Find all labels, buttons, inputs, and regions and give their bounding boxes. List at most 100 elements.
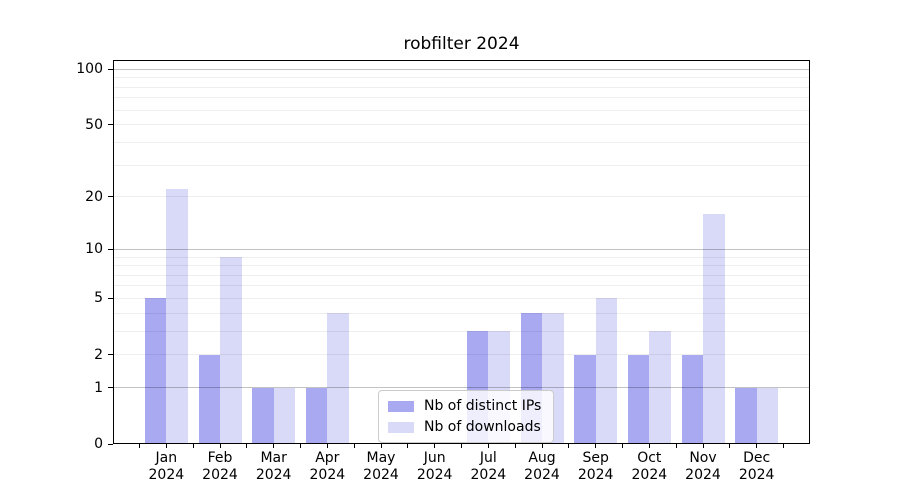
x-tick: [273, 444, 275, 448]
x-tick-label-jul: Jul 2024: [454, 450, 522, 484]
x-tick: [702, 444, 704, 448]
gridline-minor: [113, 196, 810, 198]
x-tick-label-feb: Feb 2024: [186, 450, 254, 484]
x-tick-month: Feb: [207, 450, 233, 466]
bar-downloads-dec: [756, 387, 779, 444]
x-tick-month: Nov: [689, 450, 717, 466]
x-tick-label-mar: Mar 2024: [240, 450, 308, 484]
x-tick-month: May: [366, 450, 396, 466]
x-tick-label-dec: Dec 2024: [723, 450, 791, 484]
x-tick-label-jan: Jan 2024: [132, 450, 200, 484]
x-tick-month: Mar: [260, 450, 287, 466]
x-tick-label-jun: Jun 2024: [401, 450, 469, 484]
x-tick-year: 2024: [524, 467, 560, 483]
x-tick-year: 2024: [738, 467, 775, 483]
bar-ips-nov: [681, 354, 703, 444]
legend-swatch-distinct-ips: [388, 400, 414, 412]
bar-downloads-oct: [649, 331, 671, 444]
x-tick-label-nov: Nov 2024: [669, 450, 737, 484]
bar-downloads-sep: [595, 298, 618, 444]
legend-label-downloads: Nb of downloads: [424, 419, 541, 435]
x-tick: [487, 444, 489, 448]
gridline-minor: [113, 354, 810, 356]
y-tick: [108, 443, 113, 445]
x-tick: [434, 444, 436, 448]
y-tick-label: 2: [94, 346, 103, 363]
gridline-minor: [113, 86, 810, 88]
x-tick-minor: [783, 444, 784, 448]
x-tick-month: Dec: [743, 450, 771, 466]
x-tick: [219, 444, 221, 448]
gridline-minor: [113, 164, 810, 166]
x-tick-minor: [568, 444, 570, 448]
gridline-minor: [113, 274, 810, 276]
x-tick: [595, 444, 597, 448]
x-tick-minor: [139, 444, 140, 448]
x-tick-minor: [675, 444, 677, 448]
x-tick: [326, 444, 328, 448]
y-tick-label: 20: [85, 188, 103, 205]
x-tick-month: Oct: [637, 450, 662, 466]
x-tick-minor: [407, 444, 409, 448]
x-tick-minor: [300, 444, 301, 448]
gridline-minor: [113, 285, 810, 287]
x-tick-month: Sep: [582, 450, 609, 466]
bar-ips-apr: [305, 387, 328, 444]
y-tick-label: 1: [94, 379, 103, 396]
bar-ips-oct: [627, 354, 650, 444]
y-tick-label: 100: [76, 61, 103, 78]
x-tick-month: Apr: [315, 450, 340, 466]
x-tick-month: Jan: [155, 450, 178, 466]
y-tick: [108, 248, 113, 250]
x-tick-label-aug: Aug 2024: [508, 450, 576, 484]
y-tick: [108, 68, 113, 70]
legend-entry-distinct-ips: Nb of distinct IPs: [388, 398, 541, 414]
y-tick: [108, 297, 113, 299]
bar-downloads-jan: [166, 189, 188, 444]
bar-ips-feb: [198, 354, 220, 444]
bar-downloads-mar: [273, 387, 296, 444]
gridline-minor: [113, 256, 810, 258]
x-tick-year: 2024: [416, 467, 453, 483]
x-tick-label-sep: Sep 2024: [562, 450, 630, 484]
x-tick-year: 2024: [148, 467, 185, 483]
legend: Nb of distinct IPs Nb of downloads: [378, 390, 555, 443]
bar-ips-dec: [735, 387, 757, 444]
x-tick: [380, 444, 382, 448]
y-tick: [108, 196, 113, 198]
y-tick-label: 5: [94, 290, 103, 307]
x-tick-label-apr: Apr 2024: [293, 450, 361, 484]
y-tick: [108, 354, 113, 356]
x-tick: [541, 444, 543, 448]
gridline-minor: [113, 330, 810, 332]
x-tick-month: Jul: [479, 450, 497, 466]
y-tick: [108, 387, 113, 389]
gridline-major: [113, 68, 810, 70]
gridline-minor: [113, 77, 810, 79]
y-tick: [108, 124, 113, 126]
y-tick-label: 10: [85, 241, 103, 258]
x-tick-year: 2024: [685, 467, 721, 483]
x-tick: [165, 444, 167, 448]
x-tick-minor: [353, 444, 355, 448]
x-tick-label-oct: Oct 2024: [615, 450, 683, 484]
y-tick-label: 0: [94, 436, 103, 452]
legend-entry-downloads: Nb of downloads: [388, 419, 541, 435]
x-tick-year: 2024: [202, 467, 238, 483]
x-tick-label-may: May 2024: [347, 450, 415, 484]
x-tick-minor: [246, 444, 248, 448]
gridline-major: [113, 387, 810, 389]
x-tick-month: Jun: [423, 450, 446, 466]
x-tick-minor: [461, 444, 462, 448]
gridline-minor: [113, 97, 810, 99]
x-tick-minor: [514, 444, 516, 448]
legend-swatch-downloads: [388, 421, 414, 433]
bar-ips-sep: [574, 354, 596, 444]
x-tick-year: 2024: [631, 467, 668, 483]
bar-ips-jan: [144, 298, 167, 444]
bar-ips-mar: [252, 387, 274, 444]
gridline-minor: [113, 297, 810, 299]
gridline-minor: [113, 265, 810, 267]
x-tick-month: Aug: [528, 450, 556, 466]
